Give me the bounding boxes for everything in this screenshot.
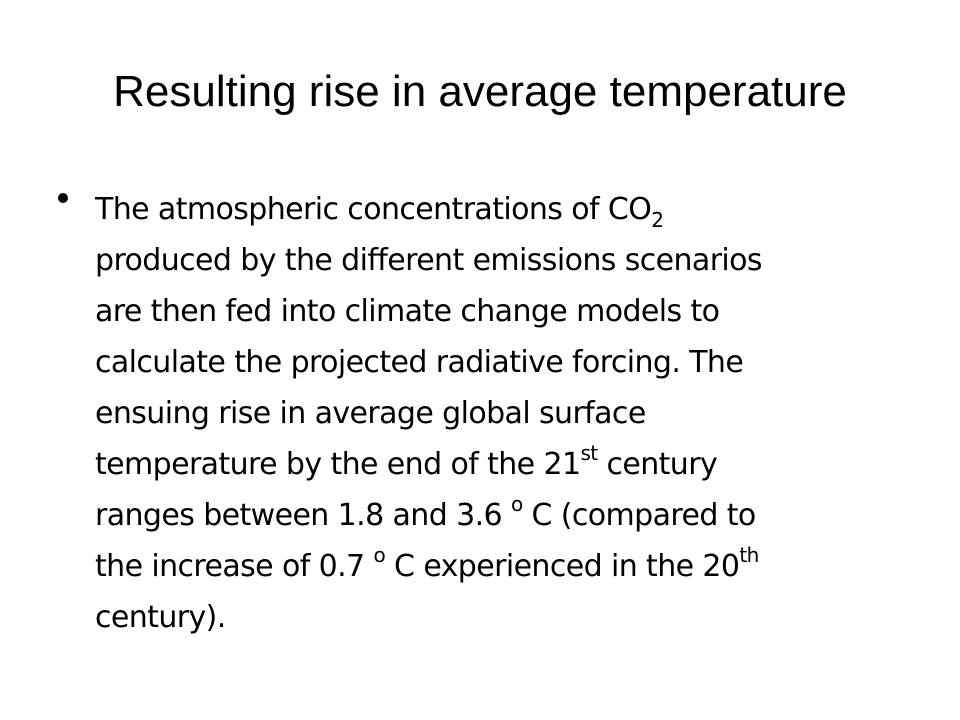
superscript: st <box>580 441 598 465</box>
text-line: ranges between 1.8 and 3.6 o C (compared… <box>95 492 756 533</box>
text-line: are then fed into climate change models … <box>95 294 720 329</box>
text-line: the increase of 0.7 o C experienced in t… <box>95 543 759 584</box>
text-line: temperature by the end of the 21st centu… <box>95 441 718 482</box>
bullet-item: The atmospheric concentrations of CO2 pr… <box>58 184 908 643</box>
text-line: The atmospheric concentrations of CO2 <box>95 192 664 232</box>
slide-title: Resulting rise in average temperature <box>113 67 847 116</box>
superscript: th <box>739 543 759 567</box>
superscript: o <box>510 492 523 516</box>
text-line: century). <box>95 600 226 635</box>
text-line: ensuing rise in average global surface <box>95 396 646 431</box>
subscript: 2 <box>651 208 664 232</box>
text-line: produced by the different emissions scen… <box>95 243 763 278</box>
superscript: o <box>373 543 386 567</box>
bullet-list: The atmospheric concentrations of CO2 pr… <box>58 184 908 643</box>
bullet-dot-icon <box>58 193 68 203</box>
text-line: calculate the projected radiative forcin… <box>95 345 744 380</box>
bullet-text: The atmospheric concentrations of CO2 pr… <box>95 184 908 643</box>
